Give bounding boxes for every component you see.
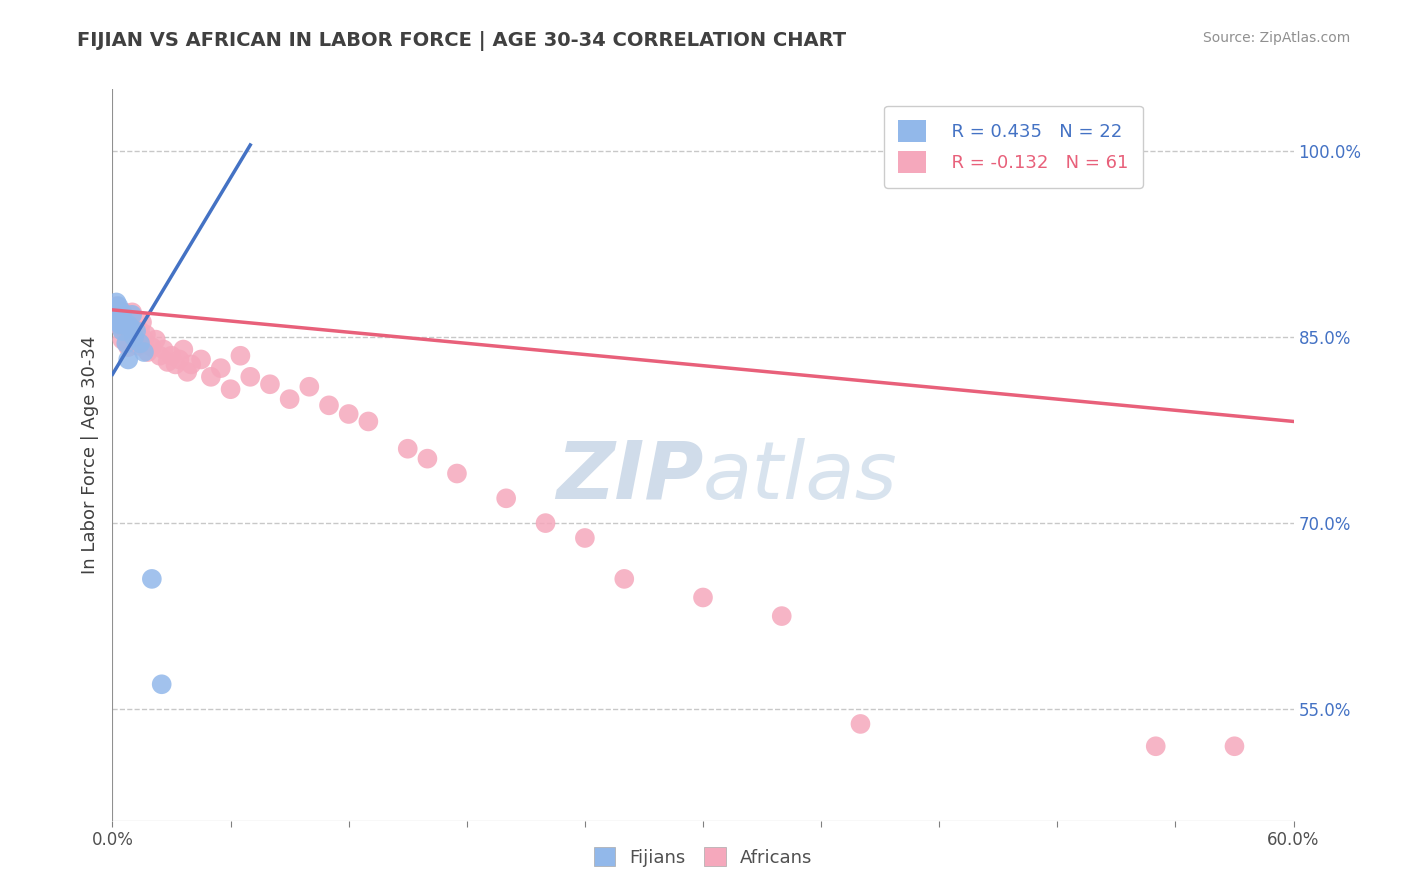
Point	[112, 324, 135, 338]
Point	[190, 352, 212, 367]
Point	[103, 302, 125, 317]
Point	[337, 407, 360, 421]
Point	[132, 345, 155, 359]
Point	[1144, 739, 1167, 754]
Point	[180, 358, 202, 372]
Point	[112, 305, 135, 319]
Point	[111, 324, 134, 338]
Point	[1223, 739, 1246, 754]
Point	[169, 352, 191, 367]
Point	[111, 333, 134, 347]
Text: atlas: atlas	[703, 438, 898, 516]
Point	[534, 516, 557, 530]
Point	[129, 336, 152, 351]
Point	[172, 343, 194, 357]
Point	[111, 305, 134, 319]
Point	[446, 467, 468, 481]
Point	[149, 349, 172, 363]
Point	[176, 365, 198, 379]
Point	[152, 343, 174, 357]
Text: FIJIAN VS AFRICAN IN LABOR FORCE | AGE 30-34 CORRELATION CHART: FIJIAN VS AFRICAN IN LABOR FORCE | AGE 3…	[77, 31, 846, 51]
Point	[117, 318, 139, 332]
Point	[127, 339, 149, 353]
Point	[209, 361, 232, 376]
Point	[105, 308, 128, 322]
Point	[103, 305, 125, 319]
Point	[117, 340, 139, 354]
Point	[160, 349, 183, 363]
Point	[117, 318, 139, 332]
Point	[150, 677, 173, 691]
Y-axis label: In Labor Force | Age 30-34: In Labor Force | Age 30-34	[80, 335, 98, 574]
Point	[115, 320, 138, 334]
Point	[125, 324, 148, 338]
Point	[115, 336, 138, 351]
Point	[229, 349, 252, 363]
Point	[107, 308, 129, 322]
Point	[105, 302, 128, 317]
Point	[849, 717, 872, 731]
Point	[112, 318, 135, 332]
Point	[396, 442, 419, 456]
Point	[120, 308, 142, 322]
Point	[107, 305, 129, 319]
Point	[141, 572, 163, 586]
Point	[613, 572, 636, 586]
Point	[122, 333, 145, 347]
Point	[318, 398, 340, 412]
Point	[132, 333, 155, 347]
Point	[156, 355, 179, 369]
Point	[141, 340, 163, 354]
Point	[117, 352, 139, 367]
Point	[107, 299, 129, 313]
Legend:   R = 0.435   N = 22,   R = -0.132   N = 61: R = 0.435 N = 22, R = -0.132 N = 61	[884, 105, 1143, 187]
Point	[110, 318, 132, 332]
Point	[200, 369, 222, 384]
Point	[692, 591, 714, 605]
Point	[120, 320, 142, 334]
Point	[416, 451, 439, 466]
Point	[110, 320, 132, 334]
Point	[219, 382, 242, 396]
Point	[107, 315, 129, 329]
Point	[145, 333, 167, 347]
Text: Source: ZipAtlas.com: Source: ZipAtlas.com	[1202, 31, 1350, 45]
Point	[111, 315, 134, 329]
Text: ZIP: ZIP	[555, 438, 703, 516]
Point	[110, 308, 132, 322]
Point	[107, 311, 129, 326]
Point	[131, 315, 153, 329]
Point	[135, 327, 157, 342]
Point	[165, 358, 187, 372]
Point	[278, 392, 301, 406]
Point	[105, 299, 128, 313]
Point	[122, 330, 145, 344]
Legend: Fijians, Africans: Fijians, Africans	[586, 840, 820, 874]
Point	[298, 380, 321, 394]
Point	[495, 491, 517, 506]
Point	[770, 609, 793, 624]
Point	[129, 324, 152, 338]
Point	[110, 311, 132, 326]
Point	[121, 305, 143, 319]
Point	[357, 414, 380, 428]
Point	[121, 308, 143, 322]
Point	[125, 327, 148, 342]
Point	[121, 324, 143, 338]
Point	[105, 295, 128, 310]
Point	[115, 311, 138, 326]
Point	[574, 531, 596, 545]
Point	[239, 369, 262, 384]
Point	[259, 377, 281, 392]
Point	[136, 345, 159, 359]
